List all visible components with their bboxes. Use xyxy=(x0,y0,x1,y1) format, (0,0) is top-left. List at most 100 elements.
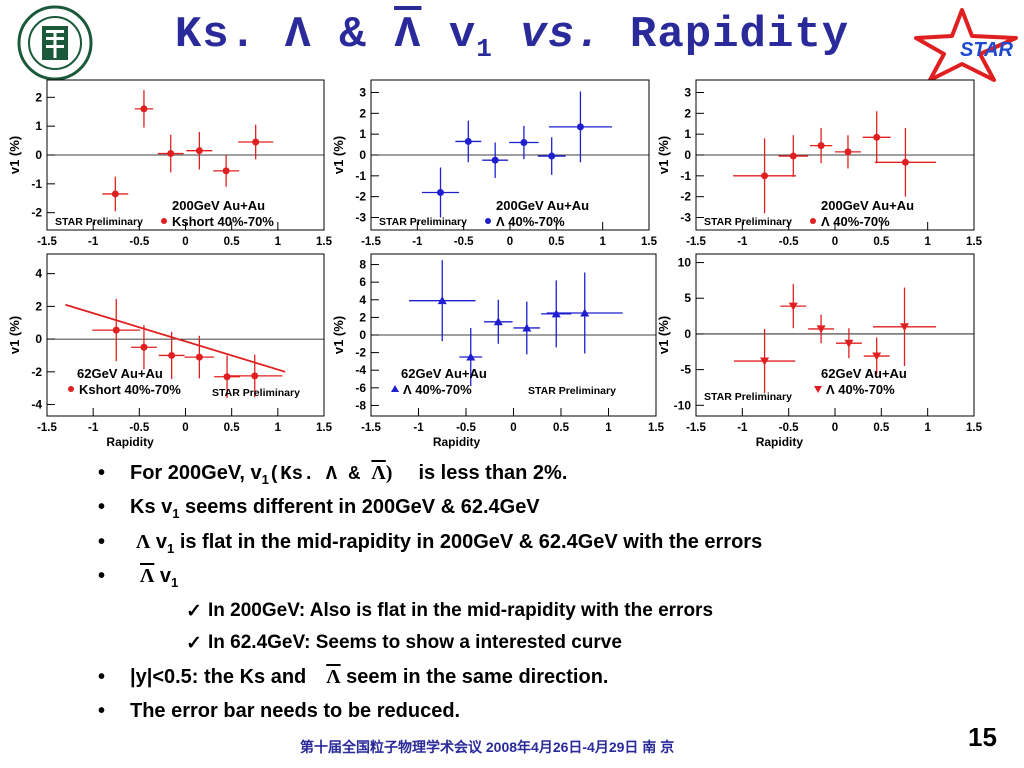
x-tick-label: 0.5 xyxy=(548,236,565,248)
y-tick-label: 1 xyxy=(359,127,366,141)
x-tick-label: -0.5 xyxy=(456,422,476,434)
plot-frame xyxy=(46,253,325,417)
y-tick-label: 2 xyxy=(35,90,42,104)
x-tick-label: 0.5 xyxy=(224,236,241,248)
x-tick-label: -1 xyxy=(413,422,424,434)
x-tick-label: 0 xyxy=(182,236,188,248)
preliminary-label: STAR Preliminary xyxy=(704,391,792,403)
y-tick-label: 2 xyxy=(359,310,366,324)
bullet-6: The error bar needs to be reduced. xyxy=(98,700,460,723)
data-point xyxy=(873,133,881,141)
star-logo-icon: STAR xyxy=(914,8,1018,82)
x-tick-label: -0.5 xyxy=(454,236,474,248)
y-tick-label: 0 xyxy=(684,148,691,162)
x-tick-label: -1 xyxy=(737,422,748,434)
energy-label: 200GeV Au+Au xyxy=(821,198,914,213)
x-tick-label: -0.5 xyxy=(129,236,149,248)
data-point xyxy=(112,326,120,334)
data-point xyxy=(140,343,148,351)
energy-label: 200GeV Au+Au xyxy=(172,198,265,213)
y-tick-label: -1 xyxy=(31,177,42,191)
y-axis-label: v1 (%) xyxy=(656,316,671,354)
y-tick-label: 0 xyxy=(684,327,691,341)
plot-frame xyxy=(695,253,975,417)
x-tick-label: 1.5 xyxy=(966,236,983,248)
x-tick-label: -1.5 xyxy=(37,236,57,248)
data-point xyxy=(788,302,798,311)
species-label: Λ 40%-70% xyxy=(821,214,890,229)
y-tick-label: -3 xyxy=(355,211,366,225)
y-tick-label: 3 xyxy=(359,86,366,100)
preliminary-label: STAR Preliminary xyxy=(379,216,467,228)
y-tick-label: 0 xyxy=(35,332,42,346)
x-tick-label: 1 xyxy=(599,236,606,248)
y-tick-label: 1 xyxy=(35,119,42,133)
data-point xyxy=(548,152,556,160)
data-point xyxy=(437,189,444,196)
x-tick-label: -1 xyxy=(88,422,99,434)
data-point xyxy=(816,325,826,334)
species-label: Kshort 40%-70% xyxy=(172,214,274,229)
data-point xyxy=(252,138,260,146)
university-seal-icon xyxy=(17,5,93,81)
x-tick-label: -1.5 xyxy=(361,422,381,434)
y-tick-label: -10 xyxy=(674,398,692,412)
x-tick-label: 0 xyxy=(510,422,516,434)
x-tick-label: -0.5 xyxy=(129,422,149,434)
energy-label: 62GeV Au+Au xyxy=(821,366,907,381)
x-tick-label: -1.5 xyxy=(37,422,57,434)
y-tick-label: 2 xyxy=(359,106,366,120)
legend-marker xyxy=(814,386,822,393)
species-label: Λ 40%-70% xyxy=(826,382,895,397)
x-tick-label: 0.5 xyxy=(873,422,890,434)
x-tick-label: -1.5 xyxy=(686,422,706,434)
y-tick-label: -3 xyxy=(680,211,691,225)
y-tick-label: 8 xyxy=(359,258,366,272)
y-tick-label: 0 xyxy=(35,148,42,162)
data-point xyxy=(466,352,476,361)
data-point xyxy=(491,156,499,164)
y-tick-label: -2 xyxy=(680,190,691,204)
y-axis-label: v1 (%) xyxy=(7,136,22,174)
plot-lambda-62gev: -8 -6 -4 -2 0 2 4 6 8 -1.5 -1 -0.5 0 0.5 1 1.5 v1 (%) Rap… xyxy=(331,253,665,449)
x-tick-label: 1 xyxy=(275,236,282,248)
legend-marker xyxy=(485,218,491,224)
y-tick-label: -2 xyxy=(31,206,42,220)
fit-line xyxy=(65,303,286,373)
data-point xyxy=(817,142,825,150)
y-tick-label: -6 xyxy=(355,381,366,395)
bullet-2: Ks v1 seems different in 200GeV & 62.4Ge… xyxy=(98,496,540,521)
data-point xyxy=(576,123,584,131)
x-tick-label: -0.5 xyxy=(779,422,799,434)
x-tick-label: 1 xyxy=(275,422,282,434)
legend-marker xyxy=(391,385,399,392)
y-axis-label: v1 (%) xyxy=(7,316,22,354)
sub-bullet-1: ✓ In 200GeV: Also is flat in the mid-rapi… xyxy=(186,600,714,622)
data-point xyxy=(760,357,770,366)
y-tick-label: 4 xyxy=(35,267,42,281)
x-axis-label: Rapidity xyxy=(433,435,481,449)
y-tick-label: -1 xyxy=(355,169,366,183)
data-point xyxy=(167,150,175,158)
legend-marker xyxy=(68,386,74,392)
plot-lambda-200gev: -3 -2 -1 0 1 2 3 -1.5 -1 -0.5 0 0.5 1 1.5 v1 (%) 200GeV… xyxy=(331,79,658,248)
data-point xyxy=(522,323,532,332)
y-tick-label: -2 xyxy=(355,190,366,204)
data-point xyxy=(111,190,119,198)
y-tick-label: -8 xyxy=(355,398,366,412)
x-tick-label: 1.5 xyxy=(966,422,983,434)
y-tick-label: 1 xyxy=(684,127,691,141)
star-logo-text: STAR xyxy=(960,39,1014,61)
data-point xyxy=(251,372,259,380)
y-axis-label: v1 (%) xyxy=(331,316,346,354)
check-icon: ✓ xyxy=(186,633,202,654)
preliminary-label: STAR Preliminary xyxy=(528,385,616,397)
data-point xyxy=(900,323,909,332)
y-tick-label: -2 xyxy=(355,346,366,360)
y-axis-label: v1 (%) xyxy=(331,136,346,174)
x-tick-label: -0.5 xyxy=(779,236,799,248)
x-tick-label: 0 xyxy=(832,236,838,248)
x-tick-label: 1.5 xyxy=(641,236,658,248)
data-point xyxy=(493,317,503,326)
